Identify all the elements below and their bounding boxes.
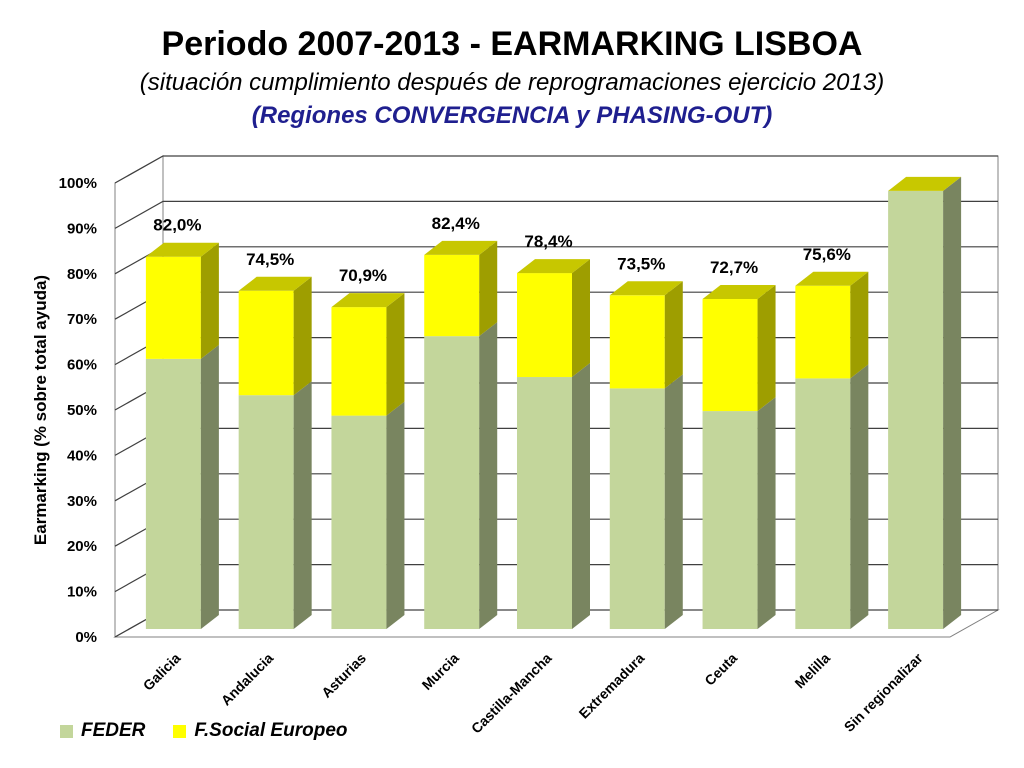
bar-front-fse [517, 273, 572, 378]
bar-side-feder [479, 322, 498, 629]
bar-front-fse [238, 290, 294, 396]
bar-side-fse [757, 284, 776, 412]
x-category-label: Galicia [140, 650, 184, 694]
y-tick-label: 40% [67, 447, 97, 464]
y-tick-label: 0% [75, 629, 97, 646]
legend-label-fse: F.Social Europeo [194, 720, 348, 741]
x-category-label: Ceuta [701, 650, 740, 689]
bar-top [424, 240, 498, 255]
bar-top [795, 271, 869, 286]
data-label: 75,6% [803, 245, 851, 264]
data-label: 82,0% [153, 216, 201, 235]
bar-top [331, 293, 405, 308]
chart-subtitle-regions: (Regiones CONVERGENCIA y PHASING-OUT) [251, 102, 773, 129]
bar-top [609, 281, 683, 296]
legend-swatch-feder [60, 724, 73, 738]
bar-front-fse [145, 256, 201, 359]
bar-side-feder [943, 176, 962, 629]
x-category-label: Melilla [791, 650, 833, 692]
bar-side-feder [664, 374, 683, 629]
bar-front-feder [795, 378, 851, 629]
bar-front-feder [609, 388, 665, 629]
bar-side-feder [293, 381, 312, 629]
legend: FEDER F.Social Europeo [60, 718, 376, 744]
data-label: 74,5% [246, 250, 294, 269]
data-label: 82,4% [432, 214, 480, 233]
bar-side-fse [200, 242, 219, 359]
x-category-label: Murcia [419, 650, 462, 693]
bar-side-fse [850, 271, 869, 379]
bar-side-fse [479, 240, 498, 337]
data-label: 73,5% [617, 254, 665, 273]
legend-label-feder: FEDER [81, 720, 146, 741]
bar-side-feder [572, 363, 590, 629]
data-label: 72,7% [710, 258, 758, 277]
legend-swatch-fse [173, 724, 187, 738]
bar-front-fse [609, 295, 665, 389]
y-tick-label: 100% [59, 175, 97, 192]
bar-front-fse [702, 298, 758, 412]
bar-side-fse [293, 276, 312, 396]
bar-front-feder [888, 190, 944, 629]
y-tick-label: 50% [67, 402, 97, 419]
bar-front-fse [795, 285, 851, 379]
bar-front-feder [145, 358, 201, 629]
y-tick-label: 30% [67, 493, 97, 510]
bar-front-feder [424, 336, 480, 629]
bar-front-fse [424, 254, 480, 337]
x-category-label: Asturias [318, 650, 369, 701]
bar-side-feder [386, 401, 405, 629]
bar-front-feder [517, 377, 572, 629]
bar-side-feder [757, 397, 776, 629]
data-label: 70,9% [339, 266, 387, 285]
bar-top [238, 276, 312, 291]
y-tick-label: 90% [67, 220, 97, 237]
bar-side-feder [200, 344, 219, 629]
x-category-label: Castilla-Mancha [468, 650, 555, 737]
bar-top [888, 176, 962, 191]
x-category-label: Sin regionalizar [841, 649, 926, 734]
y-tick-label: 80% [67, 266, 97, 283]
bar-front-feder [238, 395, 294, 629]
bar-top [517, 259, 590, 274]
y-tick-label: 70% [67, 311, 97, 328]
gridline [114, 200, 998, 229]
y-tick-label: 10% [67, 584, 97, 601]
bar-side-feder [850, 364, 869, 629]
bar-front-feder [331, 415, 387, 629]
x-category-label: Andalucia [218, 650, 277, 709]
y-tick-label: 20% [67, 538, 97, 555]
legend-item-fse: F.Social Europeo [173, 720, 348, 742]
bar-top [145, 242, 219, 257]
bar-side-fse [572, 259, 590, 378]
x-category-label: Extremadura [576, 650, 648, 722]
chart-title: Periodo 2007-2013 - EARMARKING LISBOA [161, 25, 863, 63]
y-axis-label: Earmarking (% sobre total ayuda) [31, 275, 50, 545]
data-label: 78,4% [524, 232, 572, 251]
chart-subtitle: (situación cumplimiento después de repro… [139, 69, 885, 96]
y-tick-label: 60% [67, 357, 97, 374]
bar-front-feder [702, 411, 758, 629]
legend-item-feder: FEDER [60, 720, 145, 742]
bar-top [702, 284, 776, 299]
bar-front-fse [331, 307, 387, 416]
bar-side-fse [664, 281, 683, 389]
gridline [114, 155, 998, 184]
bar-side-fse [386, 293, 405, 416]
